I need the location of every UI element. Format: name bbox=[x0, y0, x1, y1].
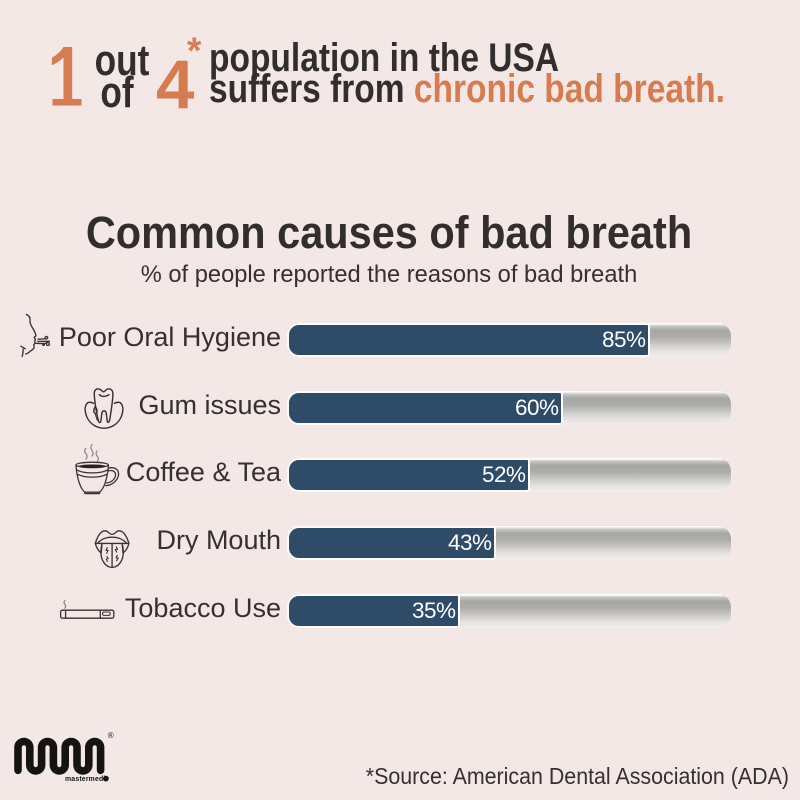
svg-text:mastermedi: mastermedi bbox=[65, 776, 105, 783]
svg-text:®: ® bbox=[108, 731, 114, 740]
